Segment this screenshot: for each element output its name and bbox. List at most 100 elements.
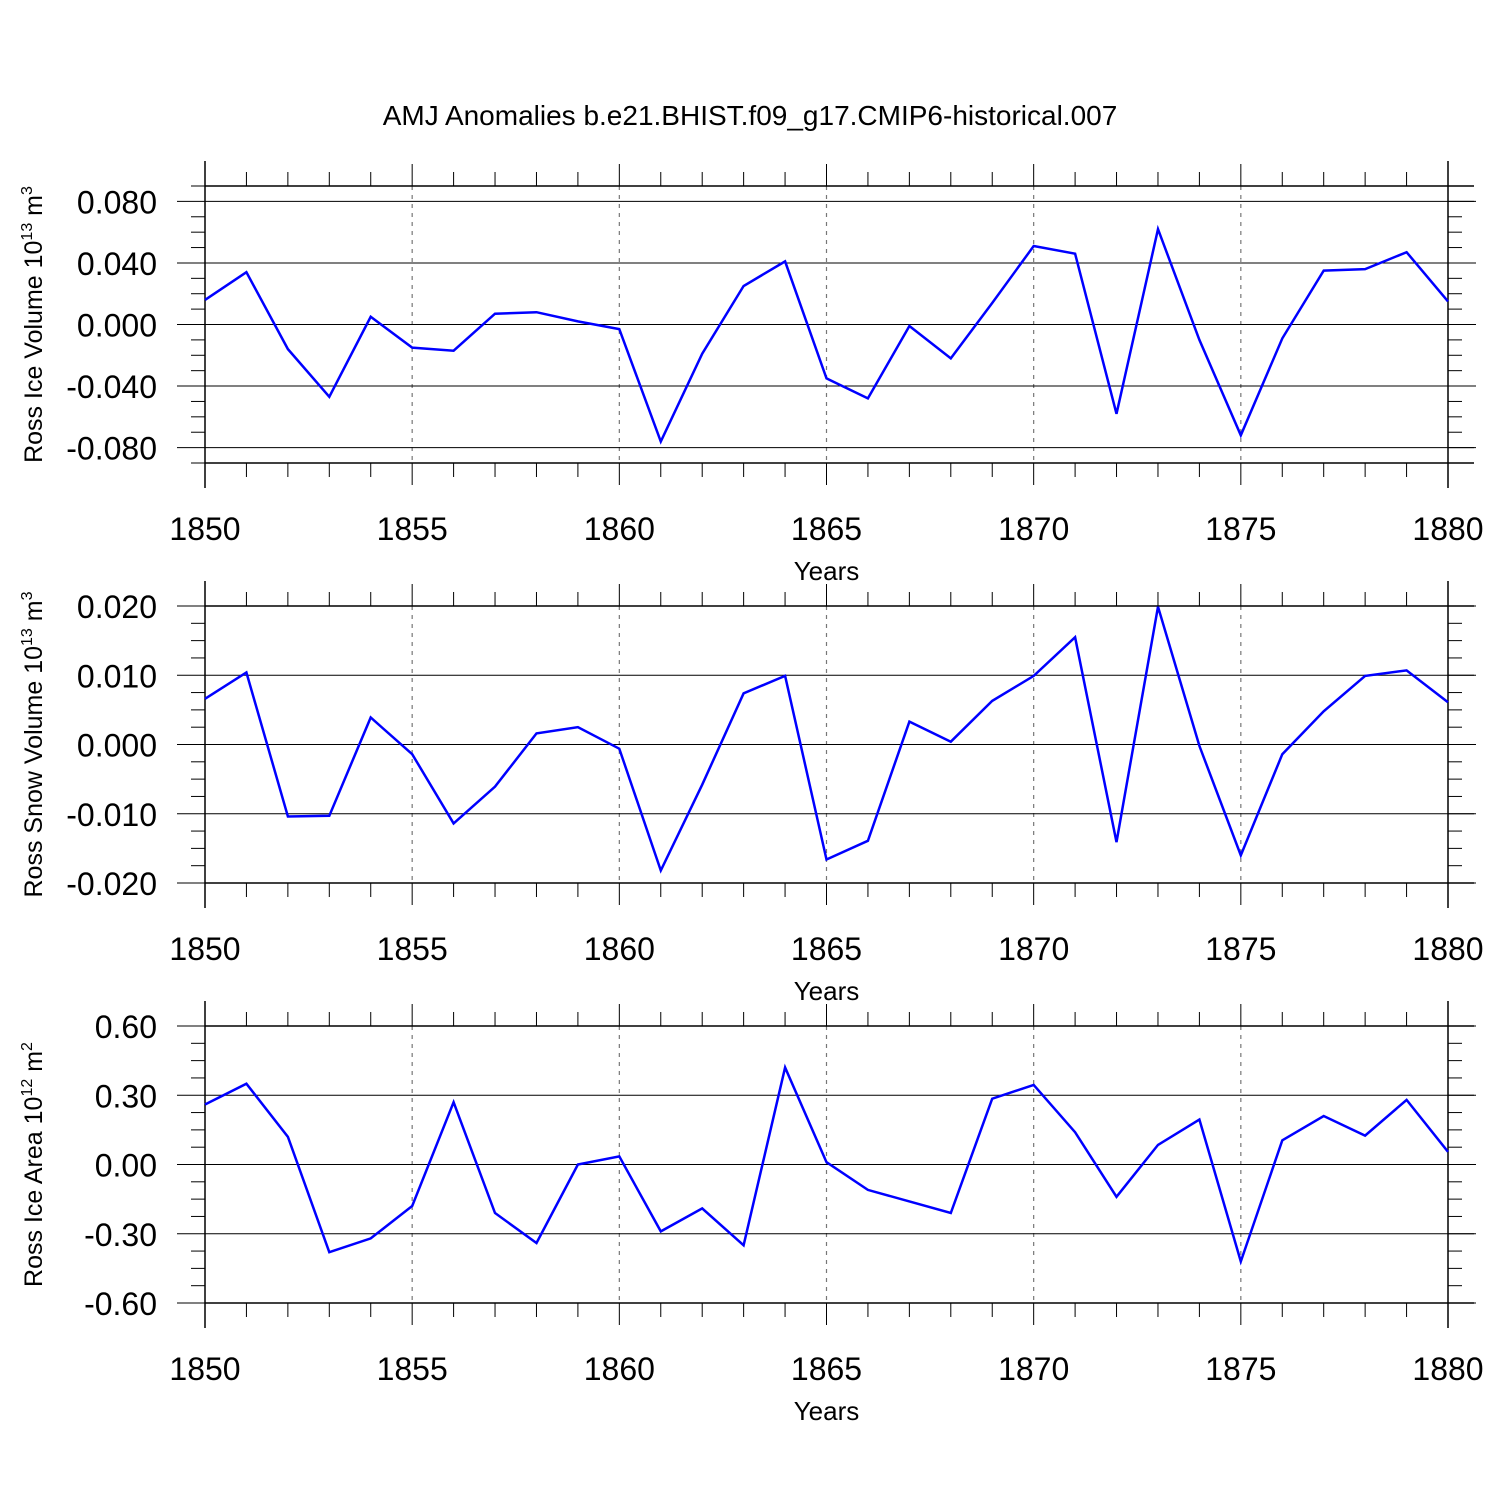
data-point: [617, 327, 621, 331]
data-point: [1156, 227, 1160, 231]
y-axis-label-ylabel-unit: m: [20, 600, 48, 628]
y-axis-label-ylabel-unit-exp: 3: [19, 591, 36, 600]
series-line: [204, 224, 1449, 445]
data-point: [244, 270, 248, 274]
x-tick-label: 1850: [169, 511, 240, 547]
data-point: [369, 715, 373, 719]
data-point: [410, 1204, 414, 1208]
y-axis-label-ylabel: Ross Ice Area 10: [20, 1097, 48, 1287]
y-tick-label: -0.010: [66, 797, 157, 833]
data-point: [203, 1102, 207, 1106]
y-axis-label-ylabel: Ross Ice Volume 10: [20, 241, 48, 463]
data-point: [493, 1211, 497, 1215]
y-axis-label-ylabel-unit-exp: 2: [19, 1042, 36, 1051]
y-tick-label: -0.30: [84, 1217, 157, 1253]
chart-panel-1: -0.080 -0.040 0.000 0.040 0.080 1850 1855 1860 1…: [19, 161, 1484, 586]
y-axis-label-ylabel-exp: 13: [19, 223, 36, 241]
data-point: [742, 691, 746, 695]
x-tick-label: 1880: [1412, 1351, 1483, 1387]
chart-panel-2: -0.020 -0.010 0.000 0.010 0.020 1850 1855 1860 1…: [19, 581, 1484, 1006]
data-point: [1073, 252, 1077, 256]
y-axis-label-ylabel-unit: m: [20, 195, 48, 223]
data-point: [534, 1241, 538, 1245]
data-point: [410, 752, 414, 756]
x-tick-label: 1875: [1205, 1351, 1276, 1387]
data-point: [452, 1100, 456, 1104]
data-point: [742, 284, 746, 288]
y-axis-label-ylabel-exp: 12: [19, 1079, 36, 1097]
y-axis-label: Ross Ice Area 1012 m2: [19, 1042, 48, 1287]
data-point: [1280, 752, 1284, 756]
x-tick-label: 1855: [377, 511, 448, 547]
data-point: [244, 1082, 248, 1086]
data-point: [286, 1135, 290, 1139]
data-point: [1322, 1114, 1326, 1118]
data-point: [866, 396, 870, 400]
data-point: [1405, 1098, 1409, 1102]
data-point: [659, 439, 663, 443]
x-tick-label: 1875: [1205, 931, 1276, 967]
y-tick-label: 0.000: [77, 308, 157, 344]
data-point: [783, 1066, 787, 1070]
y-tick-label: -0.080: [66, 431, 157, 467]
y-tick-label: -0.040: [66, 369, 157, 405]
y-tick-label: 0.010: [77, 658, 157, 694]
data-point: [742, 1243, 746, 1247]
chart-panel-3: -0.60 -0.30 0.00 0.30 0.60 1850 1855 1860 1865 18…: [19, 1001, 1484, 1426]
data-point: [576, 319, 580, 323]
data-point: [1446, 1150, 1450, 1154]
data-point: [1322, 269, 1326, 273]
x-tick-label: 1860: [584, 511, 655, 547]
data-point: [1280, 336, 1284, 340]
data-point: [700, 783, 704, 787]
data-point: [410, 346, 414, 350]
x-axis-label: Years: [794, 976, 860, 1006]
y-tick-label: 0.000: [77, 728, 157, 764]
data-point: [907, 720, 911, 724]
data-point: [576, 1163, 580, 1167]
data-point: [286, 815, 290, 819]
data-point: [659, 869, 663, 873]
data-point: [493, 312, 497, 316]
data-point: [1363, 1134, 1367, 1138]
data-point: [1363, 267, 1367, 271]
x-tick-label: 1870: [998, 931, 1069, 967]
x-tick-label: 1860: [584, 1351, 655, 1387]
y-axis-label-ylabel-unit-exp: 3: [19, 186, 36, 195]
data-point: [1032, 674, 1036, 678]
data-point: [1239, 1259, 1243, 1263]
data-point: [1363, 674, 1367, 678]
data-point: [369, 1236, 373, 1240]
data-point: [1446, 299, 1450, 303]
y-tick-label: 0.080: [77, 184, 157, 220]
data-point: [1115, 412, 1119, 416]
data-point: [369, 315, 373, 319]
x-tick-label: 1870: [998, 511, 1069, 547]
data-point: [534, 731, 538, 735]
x-tick-label: 1850: [169, 931, 240, 967]
data-point: [990, 699, 994, 703]
x-axis-label: Years: [794, 556, 860, 586]
data-point: [1239, 853, 1243, 857]
y-axis-label-ylabel: Ross Snow Volume 10: [20, 646, 48, 898]
data-point: [700, 1206, 704, 1210]
data-point: [1156, 605, 1160, 609]
x-tick-label: 1865: [791, 1351, 862, 1387]
y-axis-label-ylabel-exp: 13: [19, 628, 36, 646]
x-tick-label: 1850: [169, 1351, 240, 1387]
data-point: [825, 857, 829, 861]
data-point: [534, 310, 538, 314]
y-tick-label: 0.020: [77, 589, 157, 625]
y-tick-label: 0.040: [77, 246, 157, 282]
data-point: [493, 785, 497, 789]
x-tick-label: 1855: [377, 1351, 448, 1387]
figure-title: AMJ Anomalies b.e21.BHIST.f09_g17.CMIP6-…: [383, 100, 1118, 131]
data-point: [949, 1211, 953, 1215]
y-tick-label: 0.30: [95, 1078, 157, 1114]
y-axis-label: Ross Snow Volume 1013 m3: [19, 591, 48, 897]
data-point: [866, 839, 870, 843]
y-tick-label: 0.60: [95, 1009, 157, 1045]
data-point: [1405, 668, 1409, 672]
data-point: [783, 674, 787, 678]
